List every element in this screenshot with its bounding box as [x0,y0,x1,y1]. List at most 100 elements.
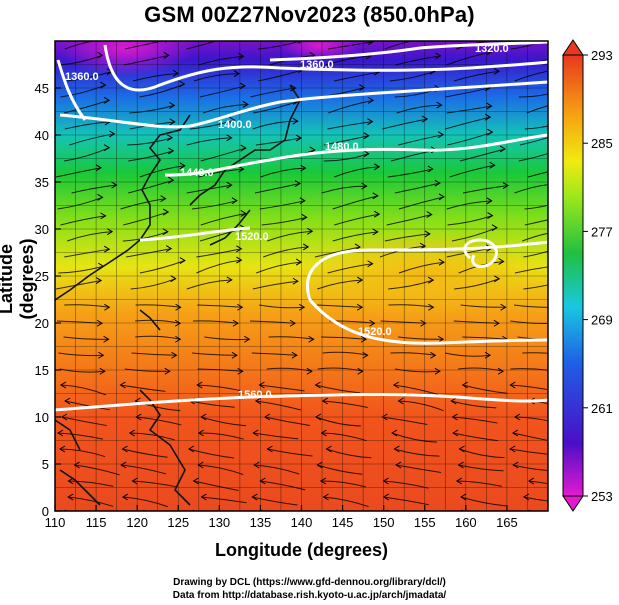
streamline-arrow [200,493,207,501]
streamline [139,260,186,274]
streamline [59,368,105,373]
streamline-arrow [486,197,493,205]
streamline-arrow [382,477,389,485]
streamline [267,448,313,457]
streamline-arrow [295,134,303,142]
streamline [202,103,248,114]
streamline-arrow [169,118,176,126]
streamline-arrow [356,303,364,311]
streamline-arrow [238,165,245,173]
streamline-arrow [266,445,273,453]
colorbar: 293 285 277 269 261 253 [562,39,613,512]
streamline [63,336,109,340]
streamline-arrow [109,130,116,138]
streamline [127,137,173,146]
streamline [384,233,430,242]
streamline-arrow [120,461,127,469]
streamline [71,184,117,194]
streamline [198,168,244,178]
streamline [444,352,491,357]
streamline-arrow [175,303,182,311]
colorbar-ticks: 293 285 277 269 261 253 [583,48,613,504]
x-tick-label: 150 [373,515,395,530]
streamline [462,384,508,394]
coastlines [55,84,301,506]
y-tick-label: 45 [35,81,49,96]
streamline [332,231,378,242]
streamline [317,304,363,308]
streamline-arrow [111,181,118,189]
streamline-arrow [500,303,507,311]
streamline-arrow [458,445,465,453]
streamline-arrow [95,277,103,284]
streamline [201,416,247,427]
streamline-arrow [498,258,505,265]
contour-labels: 1320.0 1360.0 1360.0 1400.0 1440.0 1480.0 1520… [65,43,509,401]
streamline [460,304,506,308]
streamline-arrow [169,101,176,109]
streamline-arrow [424,41,426,42]
streamline [199,85,246,98]
streamline [396,104,442,114]
streamline-arrow [391,429,398,437]
streamline [136,416,182,426]
streamline [525,513,570,522]
streamline [64,304,110,308]
streamline [514,70,548,82]
streamline-arrow [131,477,138,485]
streamline [326,448,372,459]
streamline-arrow [555,66,560,72]
contour-label: 1560.0 [238,389,272,401]
streamline-arrow [294,180,301,187]
streamline-arrow [308,335,315,343]
streamline-arrow [362,351,369,359]
streamline-arrow [121,445,128,453]
streamline-arrow [121,493,129,501]
streamline [394,448,440,457]
streamline [447,131,493,146]
chart-title: GSM 00Z27Nov2023 (850.0hPa) [144,2,475,27]
streamline [186,41,218,50]
streamline [445,116,491,130]
x-tick-label: 135 [250,515,272,530]
streamline [317,464,363,475]
streamline-arrow [367,260,374,268]
streamline [332,195,378,210]
streamline-arrow [162,228,169,236]
streamline [252,101,299,114]
streamline-arrow [434,179,441,187]
streamline [251,352,297,356]
streamline [189,119,235,130]
streamline [60,384,107,396]
streamline [197,368,243,372]
streamline [446,51,492,66]
colorbar-label: 277 [591,224,613,239]
streamline [456,41,490,50]
streamline [315,384,361,394]
streamline [264,416,311,426]
streamline [510,368,548,371]
streamline-arrow [461,381,468,389]
streamline [453,70,500,82]
streamline-arrow [497,367,505,375]
streamline [388,304,434,308]
colorbar-label: 269 [591,313,613,328]
streamline [512,432,548,441]
streamline [267,230,313,242]
streamline [510,320,548,325]
streamline [189,400,235,408]
streamline [453,320,499,324]
streamline [456,480,502,487]
streamline [393,384,440,396]
streamline [120,198,166,210]
streamline-arrow [97,51,104,59]
streamline [394,368,440,373]
streamline-arrow [367,118,374,126]
streamline-arrow [487,128,494,136]
streamline-arrow [236,256,243,264]
streamline-arrow [103,245,111,253]
y-tick-label: 0 [42,504,49,519]
streamline-arrow [322,493,329,501]
streamline-arrow [238,52,245,60]
streamline [60,84,106,98]
